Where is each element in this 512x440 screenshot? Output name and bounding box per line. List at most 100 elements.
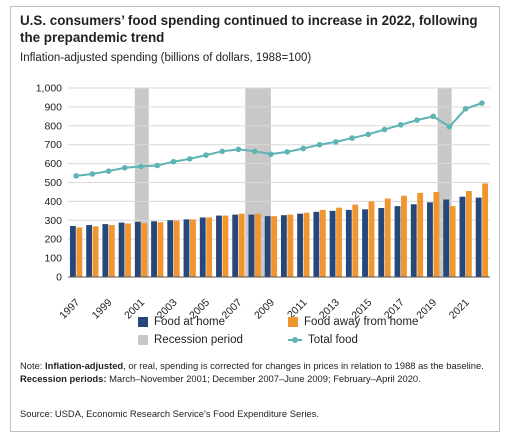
y-tick-label: 100 xyxy=(44,253,62,265)
total-food-point xyxy=(300,145,307,152)
total-food-point xyxy=(235,146,242,153)
bar-food-away-from-home xyxy=(157,222,164,277)
y-tick-label: 200 xyxy=(44,234,62,246)
swatch-recession xyxy=(138,335,148,345)
gridlines xyxy=(68,87,490,278)
chart-note: Note: Inflation-adjusted, or real, spend… xyxy=(20,360,494,385)
bar-food-at-home xyxy=(248,214,255,277)
bar-food-away-from-home xyxy=(368,201,375,277)
legend-item-total-food: Total food xyxy=(288,334,358,346)
y-tick-label: 700 xyxy=(44,139,62,151)
bar-food-at-home xyxy=(134,221,141,277)
total-food-point xyxy=(349,135,355,141)
bar-food-away-from-home xyxy=(125,223,131,277)
bar-food-away-from-home xyxy=(173,220,180,277)
bar-food-at-home xyxy=(410,204,417,277)
bar-food-at-home xyxy=(102,224,109,277)
bar-food-away-from-home xyxy=(92,226,99,277)
x-tick-label: 2021 xyxy=(447,297,472,322)
total-food-point xyxy=(105,168,112,174)
total-food-point xyxy=(316,141,323,148)
total-food-point xyxy=(73,173,79,179)
bar-food-at-home xyxy=(183,219,190,277)
bar-food-away-from-home xyxy=(482,183,489,277)
bar-food-away-from-home xyxy=(352,204,359,277)
bar-food-at-home xyxy=(232,214,239,277)
bar-food-at-home xyxy=(280,215,287,277)
bar-food-at-home xyxy=(151,221,157,277)
bar-food-at-home xyxy=(69,225,76,277)
bar-food-at-home xyxy=(216,215,222,277)
total-food-point xyxy=(251,148,258,155)
bar-food-away-from-home xyxy=(108,225,115,277)
bar-food-at-home xyxy=(118,222,125,277)
bar-food-away-from-home xyxy=(141,223,148,277)
total-food-point xyxy=(138,163,144,170)
bar-food-away-from-home xyxy=(222,215,229,277)
bar-food-at-home xyxy=(313,211,320,277)
y-tick-label: 500 xyxy=(44,177,62,189)
total-food-point xyxy=(479,100,485,106)
legend-item-food-at-home: Food at home xyxy=(138,316,225,328)
total-food-point xyxy=(414,117,420,123)
bar-food-away-from-home xyxy=(206,217,213,277)
legend-label-food-away: Food away from home xyxy=(304,316,419,328)
y-tick-label: 900 xyxy=(44,101,62,113)
bar-food-away-from-home xyxy=(433,191,440,277)
bar-food-at-home xyxy=(297,213,304,277)
bar-food-away-from-home xyxy=(303,212,310,277)
bar-food-away-from-home xyxy=(384,198,391,277)
total-food-point xyxy=(186,156,193,162)
chart-source: Source: USDA, Economic Research Service’… xyxy=(20,408,319,419)
chart-subtitle: Inflation-adjusted spending (billions of… xyxy=(20,52,312,64)
y-tick-label: 800 xyxy=(44,120,62,132)
y-tick-label: 600 xyxy=(44,158,62,170)
x-tick-label: 1997 xyxy=(57,297,82,322)
swatch-food-at-home xyxy=(138,317,148,327)
x-tick-label: 2009 xyxy=(252,297,277,322)
swatch-food-away xyxy=(288,317,298,327)
bar-food-away-from-home xyxy=(76,227,83,277)
bar-food-away-from-home xyxy=(287,214,294,277)
bar-food-at-home xyxy=(264,216,271,277)
bar-food-away-from-home xyxy=(319,209,326,277)
chart-frame xyxy=(10,6,500,432)
legend-item-food-away: Food away from home xyxy=(288,316,418,328)
y-tick-label: 300 xyxy=(44,215,62,227)
y-tick-label: 400 xyxy=(44,196,62,208)
total-food-point xyxy=(268,151,274,157)
bar-food-at-home xyxy=(427,202,433,277)
bar-food-at-home xyxy=(475,197,482,277)
total-food-point xyxy=(462,105,469,112)
total-food-line xyxy=(73,100,485,179)
bar-food-at-home xyxy=(86,225,93,277)
bar-food-away-from-home xyxy=(417,192,424,277)
chart-title: U.S. consumers’ food spending continued … xyxy=(20,13,478,45)
bar-food-at-home xyxy=(378,208,385,277)
legend-item-recession: Recession period xyxy=(138,334,243,346)
total-food-point xyxy=(284,149,290,155)
total-food-point xyxy=(333,139,339,145)
bar-food-away-from-home xyxy=(238,213,245,277)
note-text-inflation: , or real, spending is corrected for cha… xyxy=(123,360,484,371)
bar-food-at-home xyxy=(167,220,174,277)
y-tick-label: 1,000 xyxy=(36,83,62,95)
bar-food-away-from-home xyxy=(271,216,278,277)
bar-food-away-from-home xyxy=(254,213,261,277)
total-food-point xyxy=(430,113,436,120)
bar-food-away-from-home xyxy=(465,191,472,277)
bar-food-at-home xyxy=(443,199,450,277)
note-bold-inflation: Inflation-adjusted xyxy=(45,360,124,371)
bar-food-at-home xyxy=(459,196,466,277)
bar-food-away-from-home xyxy=(190,219,196,277)
total-food-point xyxy=(381,126,388,133)
legend-label-total-food: Total food xyxy=(308,334,358,346)
note-text-recession: March–November 2001; December 2007–June … xyxy=(106,372,421,384)
legend-label-recession: Recession period xyxy=(154,334,243,346)
bar-food-away-from-home xyxy=(336,207,342,277)
total-food-point xyxy=(219,148,225,155)
bar-food-at-home xyxy=(345,209,352,277)
total-food-point xyxy=(397,122,404,128)
bar-food-at-home xyxy=(362,209,368,277)
total-food-point xyxy=(89,171,96,177)
